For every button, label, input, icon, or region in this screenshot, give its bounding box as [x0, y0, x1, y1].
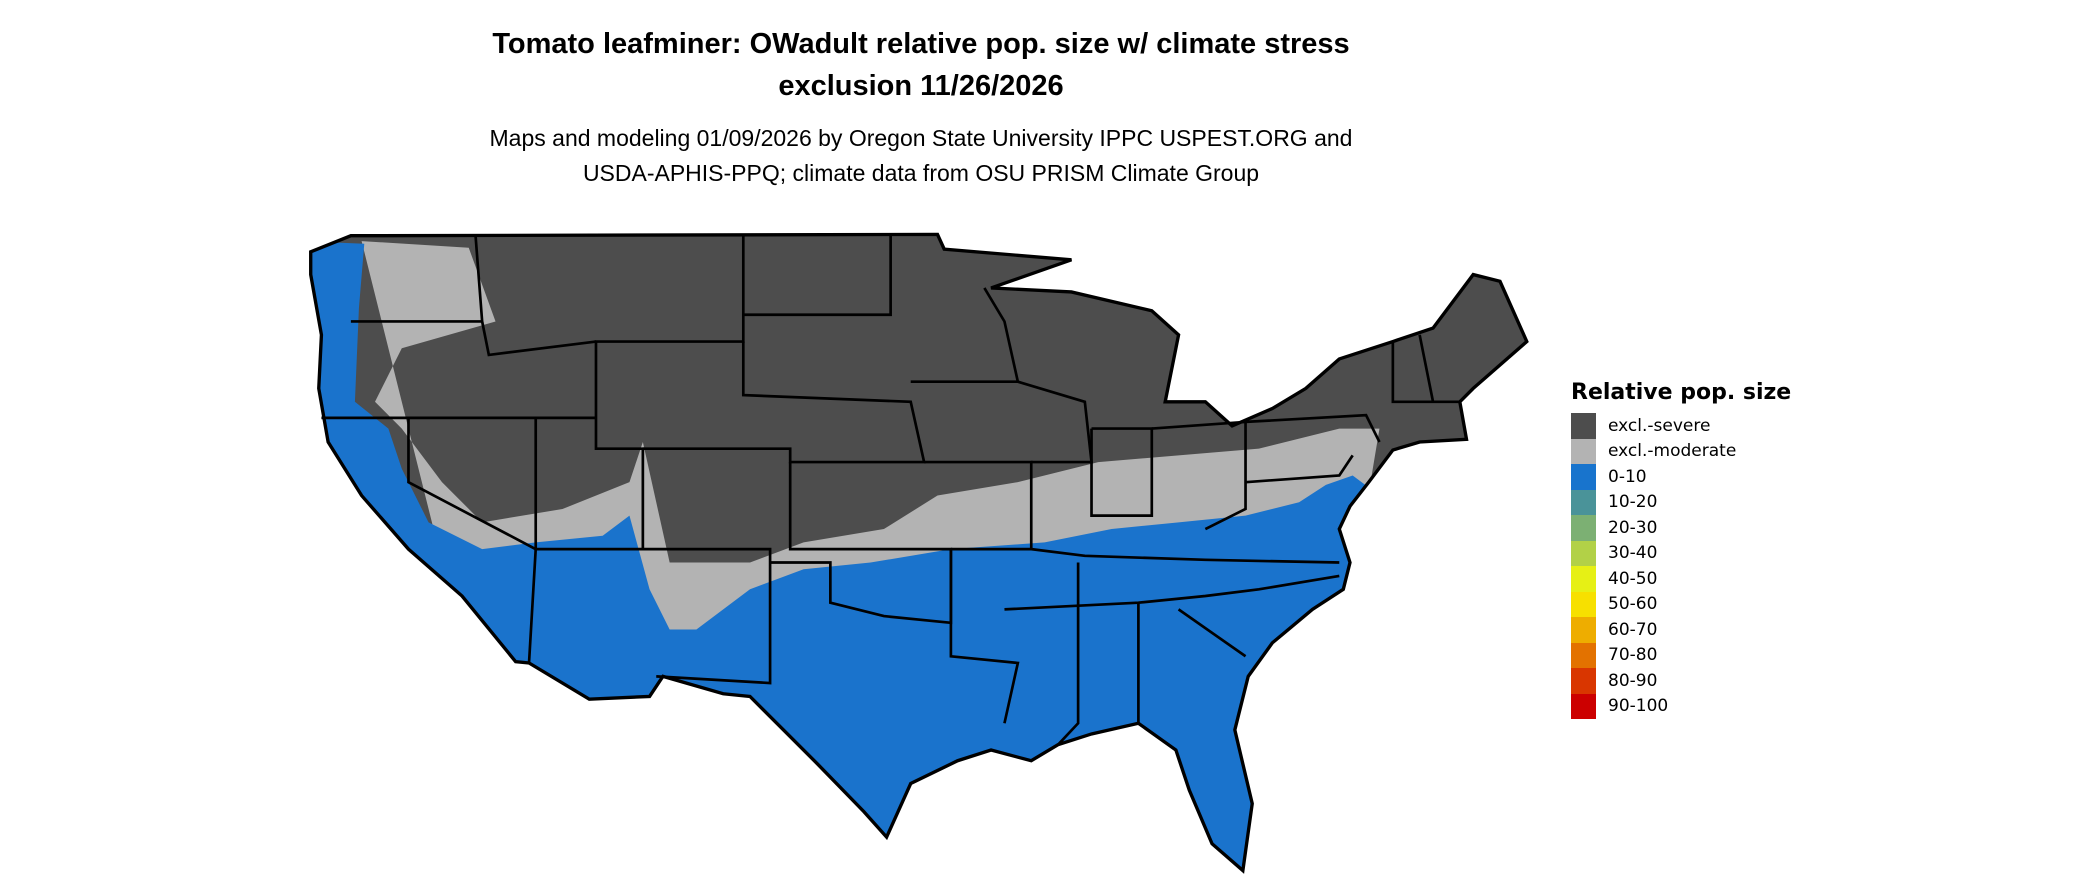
- legend-item: 0-10: [1571, 464, 1791, 490]
- legend-item: 70-80: [1571, 642, 1791, 668]
- legend-item: 80-90: [1571, 668, 1791, 694]
- legend-label: 20-30: [1608, 517, 1658, 538]
- chart-title-line2: exclusion 11/26/2026: [778, 70, 1064, 102]
- legend-title: Relative pop. size: [1571, 380, 1792, 405]
- subtitle-line2: USDA-APHIS-PPQ; climate data from OSU PR…: [582, 160, 1260, 186]
- legend-label: 70-80: [1608, 645, 1658, 666]
- legend-item: 40-50: [1571, 566, 1791, 592]
- legend-swatch: [1571, 413, 1596, 439]
- legend-swatch: [1571, 642, 1596, 668]
- legend-item: 50-60: [1571, 591, 1791, 617]
- legend-swatch: [1571, 540, 1596, 566]
- legend-swatch: [1571, 566, 1596, 592]
- legend-label: 0-10: [1608, 466, 1647, 487]
- legend-item: excl.-severe: [1571, 413, 1791, 439]
- legend-swatch: [1571, 591, 1596, 617]
- legend: Relative pop. size excl.-severe excl.-mod…: [1571, 380, 1791, 719]
- legend-swatch: [1571, 438, 1596, 464]
- state-borders: [321, 234, 1460, 746]
- legend-item: excl.-moderate: [1571, 438, 1791, 464]
- legend-label: 90-100: [1608, 696, 1669, 717]
- legend-label: excl.-severe: [1608, 415, 1711, 436]
- subtitle-line1: Maps and modeling 01/09/2026 by Oregon S…: [489, 125, 1353, 151]
- legend-item: 10-20: [1571, 489, 1791, 515]
- legend-label: excl.-moderate: [1608, 441, 1737, 462]
- legend-swatch: [1571, 668, 1596, 694]
- legend-item: 30-40: [1571, 540, 1791, 566]
- legend-label: 50-60: [1608, 594, 1658, 615]
- chart-title-line1: Tomato leafminer: OWadult relative pop. …: [492, 28, 1350, 60]
- legend-label: 80-90: [1608, 670, 1658, 691]
- legend-swatch: [1571, 489, 1596, 515]
- legend-swatch: [1571, 515, 1596, 541]
- legend-swatch: [1571, 464, 1596, 490]
- legend-item: 90-100: [1571, 693, 1791, 719]
- legend-label: 40-50: [1608, 568, 1658, 589]
- legend-swatch: [1571, 693, 1596, 719]
- legend-label: 60-70: [1608, 619, 1658, 640]
- legend-swatch: [1571, 617, 1596, 643]
- legend-item: 20-30: [1571, 515, 1791, 541]
- legend-item: 60-70: [1571, 617, 1791, 643]
- legend-label: 10-20: [1608, 492, 1658, 513]
- legend-label: 30-40: [1608, 543, 1658, 564]
